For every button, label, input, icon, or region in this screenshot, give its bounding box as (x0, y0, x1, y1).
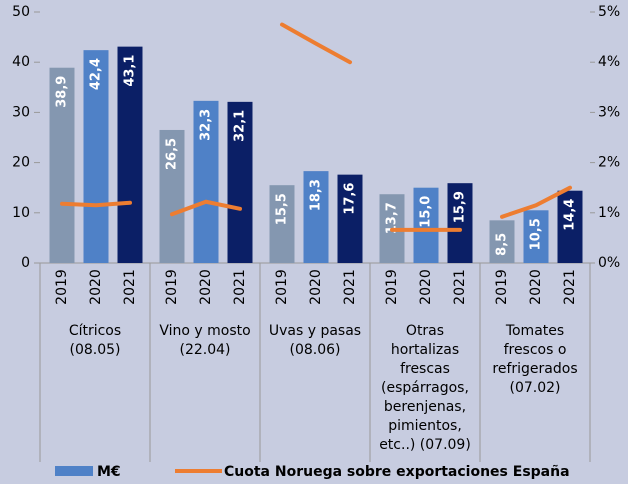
bar (523, 210, 549, 263)
x-tick-label: 2020 (418, 269, 434, 305)
bar (557, 190, 583, 263)
bar (227, 101, 253, 263)
value-label: 38,9 (55, 76, 70, 108)
bar (337, 174, 363, 263)
category-label: Otras hortalizas frescas (espárragos, be… (379, 323, 471, 453)
value-label: 32,1 (233, 110, 248, 142)
value-label: 26,5 (165, 138, 180, 170)
line (60, 200, 132, 208)
y-tick-label: 20 (12, 155, 30, 171)
x-tick-label: 2019 (274, 269, 290, 305)
y-tick-label: 10 (12, 205, 30, 221)
line (500, 185, 572, 219)
value-label: 18,3 (309, 179, 324, 211)
bar (193, 100, 219, 263)
y-tick-label: 30 (12, 104, 30, 120)
legend-label: M€ (97, 464, 121, 480)
x-tick-label: 2019 (164, 269, 180, 305)
y2-tick-label: 5% (598, 4, 620, 20)
x-tick-label: 2019 (494, 269, 510, 305)
y-tick-label: 50 (12, 4, 30, 20)
x-tick-label: 2021 (122, 269, 138, 305)
x-tick-label: 2021 (452, 269, 468, 305)
bar (159, 129, 185, 263)
x-tick-label: 2021 (342, 269, 358, 305)
value-label: 32,3 (199, 109, 214, 141)
bar (83, 50, 109, 263)
x-tick-label: 2020 (198, 269, 214, 305)
bar (489, 220, 515, 263)
y2-tick-label: 3% (598, 104, 620, 120)
value-label: 13,7 (385, 202, 400, 234)
value-label: 15,9 (453, 191, 468, 223)
bar (447, 183, 473, 263)
value-label: 15,5 (275, 193, 290, 225)
value-label: 14,4 (563, 199, 578, 231)
x-tick-label: 2021 (232, 269, 248, 305)
bar (303, 171, 329, 263)
line (280, 22, 352, 65)
category-label: Tomates frescos o refrigerados (07.02) (492, 323, 578, 396)
value-label: 8,5 (495, 233, 510, 256)
line (170, 199, 242, 217)
value-label: 10,5 (529, 218, 544, 250)
x-tick-label: 2020 (528, 269, 544, 305)
bar (269, 185, 295, 263)
x-tick-label: 2019 (54, 269, 70, 305)
x-tick-label: 2021 (562, 269, 578, 305)
y2-tick-label: 0% (598, 255, 620, 271)
bar (117, 46, 143, 263)
value-label: 15,0 (419, 196, 434, 228)
value-label: 42,4 (89, 58, 104, 90)
legend-swatch (55, 466, 93, 476)
value-label: 43,1 (123, 55, 138, 87)
category-label: Vino y mosto (22.04) (159, 323, 251, 358)
bar (49, 67, 75, 263)
x-tick-label: 2020 (308, 269, 324, 305)
y-tick-label: 40 (12, 54, 30, 70)
legend-label: Cuota Noruega sobre exportaciones España (224, 464, 570, 480)
value-label: 17,6 (343, 183, 358, 215)
x-tick-label: 2019 (384, 269, 400, 305)
category-label: Uvas y pasas (08.06) (268, 323, 362, 358)
y2-tick-label: 2% (598, 155, 620, 171)
y-tick-label: 0 (21, 255, 30, 271)
y2-tick-label: 4% (598, 54, 620, 70)
category-label: Cítricos (08.05) (68, 323, 122, 358)
x-tick-label: 2020 (88, 269, 104, 305)
bar (413, 187, 439, 263)
y2-tick-label: 1% (598, 205, 620, 221)
